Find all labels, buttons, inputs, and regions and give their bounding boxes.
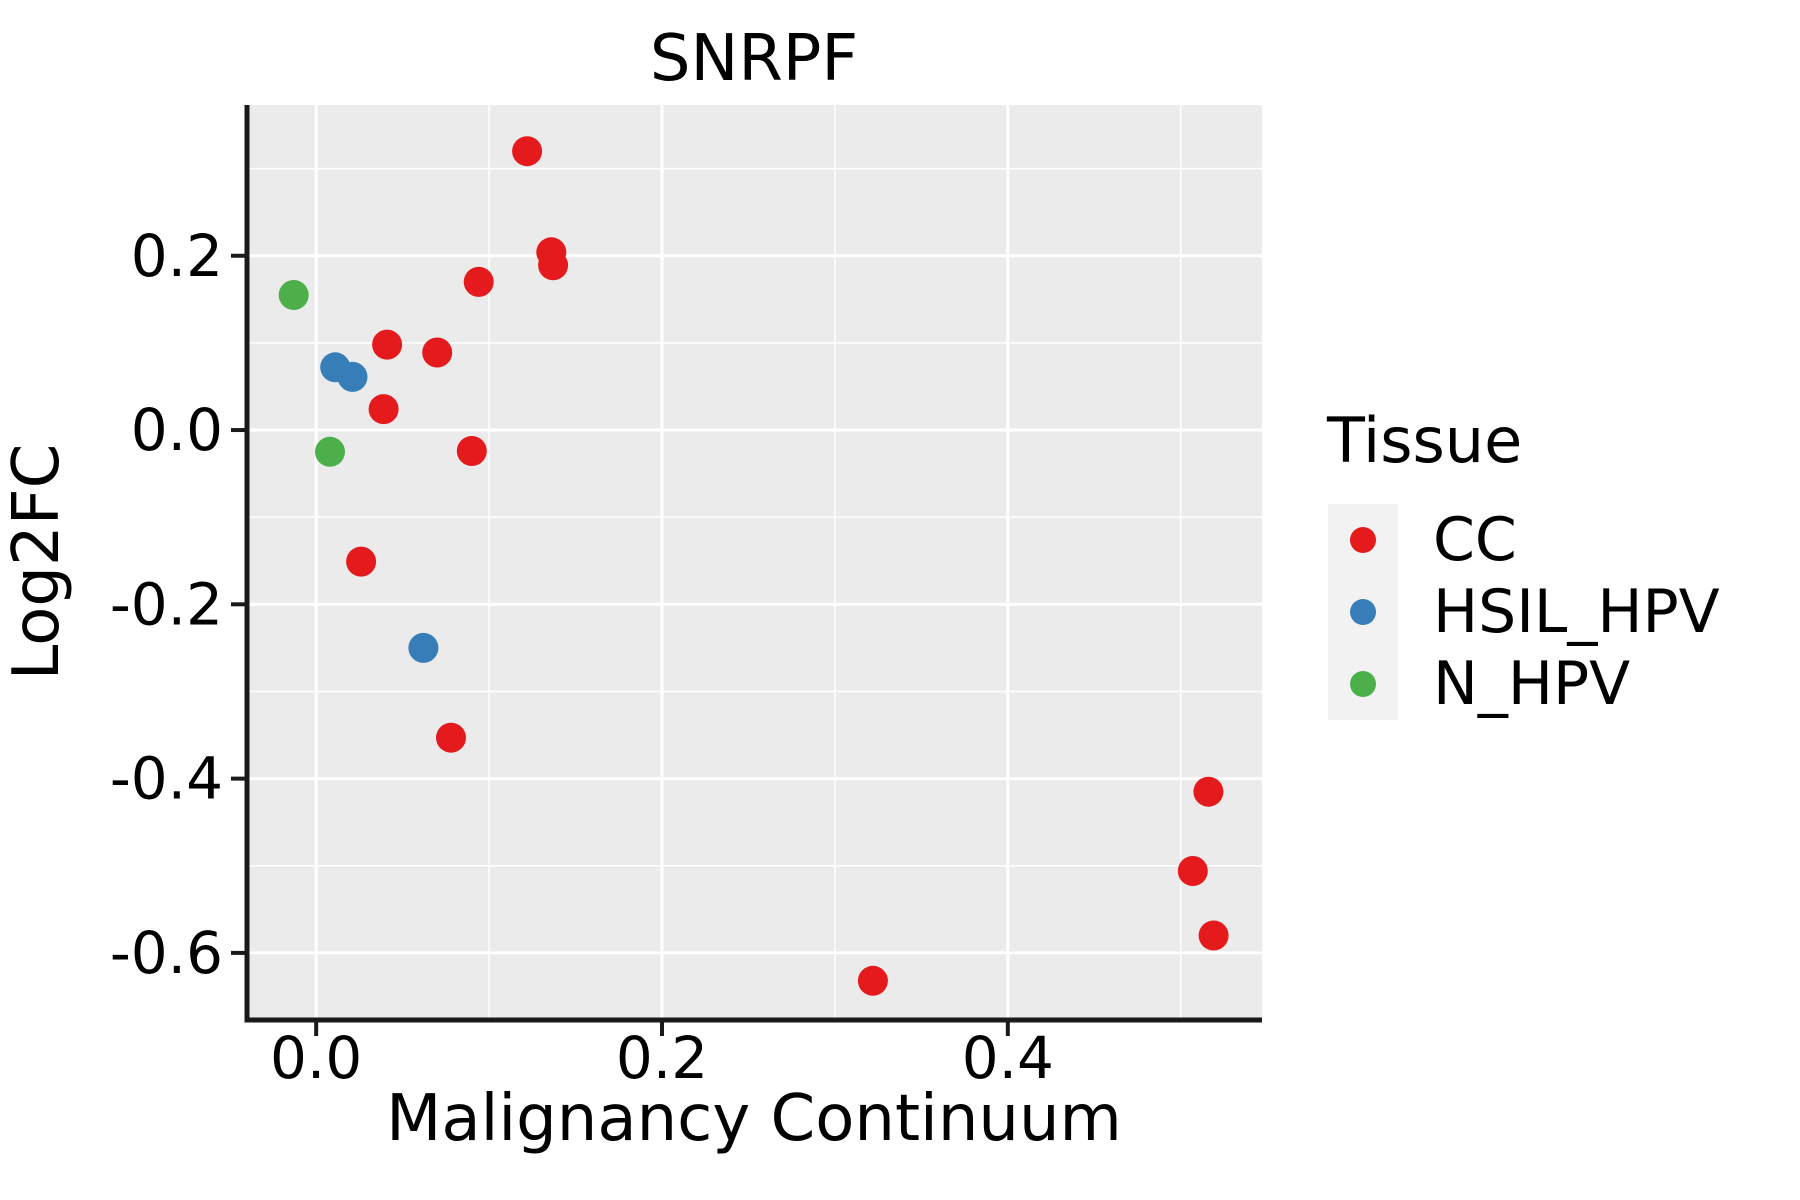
data-point — [463, 266, 494, 297]
legend-label: N_HPV — [1433, 649, 1630, 719]
y-axis-label: Log2FC — [0, 444, 74, 681]
series-CC — [346, 136, 1229, 996]
plot-panel — [247, 105, 1262, 1020]
data-point — [372, 329, 403, 360]
series-N_HPV — [278, 280, 345, 467]
data-point — [512, 136, 543, 167]
y-tick-label: -0.2 — [110, 570, 223, 638]
legend-label: CC — [1433, 505, 1517, 575]
y-tick-label: 0.0 — [131, 396, 223, 464]
data-point — [857, 965, 888, 996]
x-axis-label: Malignancy Continuum — [386, 1082, 1122, 1156]
legend-dot — [1350, 671, 1376, 697]
data-point — [346, 546, 377, 577]
legend-dot — [1350, 599, 1376, 625]
data-point — [368, 394, 399, 425]
legend-label: HSIL_HPV — [1433, 577, 1720, 647]
series-HSIL_HPV — [320, 352, 439, 663]
y-tick-label: -0.6 — [110, 919, 223, 987]
y-tick-label: 0.2 — [131, 222, 223, 290]
data-point — [436, 722, 466, 753]
data-point — [1177, 856, 1208, 886]
data-point — [456, 436, 487, 466]
y-tick-label: -0.4 — [110, 745, 223, 813]
data-point — [408, 632, 439, 663]
legend-dot — [1350, 527, 1376, 553]
data-point — [278, 280, 309, 310]
data-point — [337, 361, 368, 392]
points-layer — [278, 136, 1229, 996]
data-point — [422, 337, 453, 368]
data-point — [538, 250, 569, 281]
chart-title: SNRPF — [650, 22, 858, 96]
data-point — [315, 436, 345, 467]
legend-title: Tissue — [1326, 404, 1522, 477]
axes-layer: 0.0 0.2 0.4 0.2 0.0 -0.2 -0.4 -0.6 — [110, 105, 1262, 1092]
data-point — [1193, 776, 1224, 807]
data-point — [1198, 920, 1229, 951]
x-tick-label: 0.4 — [962, 1024, 1054, 1092]
panel-background — [247, 105, 1262, 1020]
x-tick-label: 0.0 — [270, 1024, 362, 1092]
x-tick-label: 0.2 — [616, 1024, 708, 1092]
